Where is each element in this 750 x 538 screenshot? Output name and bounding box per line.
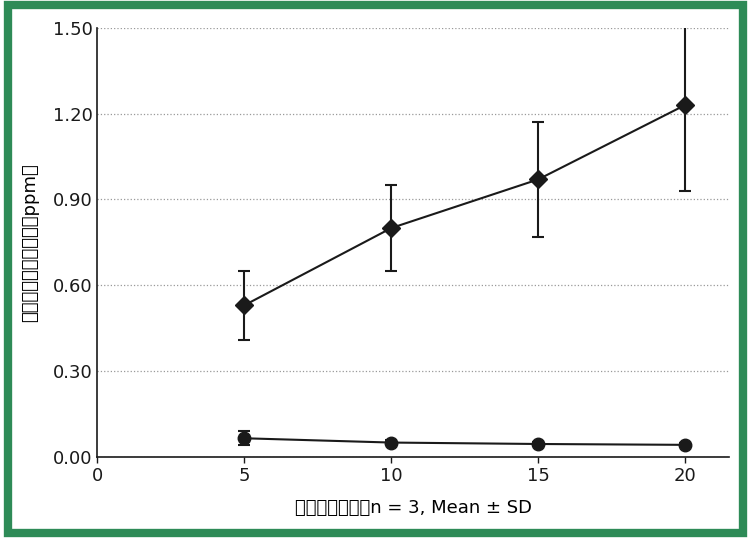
- X-axis label: 時間（分）　　n = 3, Mean ± SD: 時間（分） n = 3, Mean ± SD: [295, 499, 532, 517]
- Y-axis label: フッ化物イオン濃度（ppm）: フッ化物イオン濃度（ppm）: [21, 163, 39, 322]
